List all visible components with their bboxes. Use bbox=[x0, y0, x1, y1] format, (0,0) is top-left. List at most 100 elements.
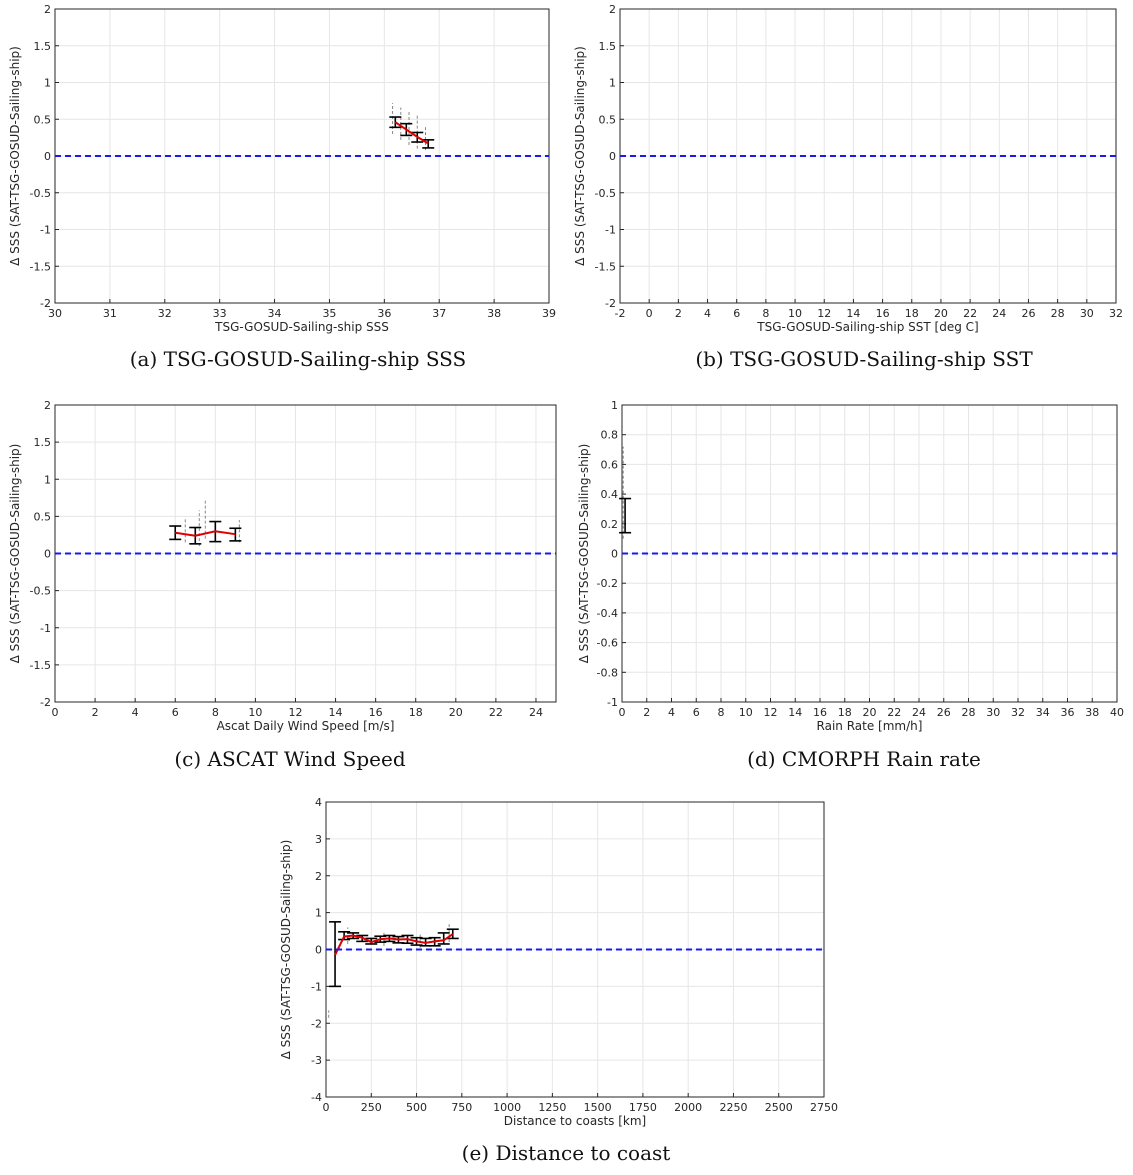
x-tick-label: 2500 bbox=[765, 1101, 793, 1114]
x-tick-label: 18 bbox=[838, 706, 852, 719]
x-tick-label: 20 bbox=[863, 706, 877, 719]
x-tick-label: 39 bbox=[542, 307, 556, 320]
x-tick-label: 2000 bbox=[674, 1101, 702, 1114]
y-tick-label: 0.8 bbox=[601, 429, 619, 442]
x-tick-label: 1500 bbox=[584, 1101, 612, 1114]
x-tick-label: 4 bbox=[704, 307, 711, 320]
x-tick-label: 28 bbox=[1051, 307, 1065, 320]
y-axis-label: Δ SSS (SAT-TSG-GOSUD-Sailing-ship) bbox=[8, 444, 22, 664]
y-tick-label: -2 bbox=[605, 297, 616, 310]
y-tick-label: 1 bbox=[44, 473, 51, 486]
y-tick-label: 1 bbox=[611, 399, 618, 412]
panel-caption: (c) ASCAT Wind Speed bbox=[174, 747, 405, 771]
y-tick-label: -1 bbox=[311, 980, 322, 993]
mean-line bbox=[334, 933, 454, 956]
x-tick-label: 12 bbox=[288, 706, 302, 719]
x-tick-label: 12 bbox=[817, 307, 831, 320]
y-tick-label: -0.5 bbox=[595, 187, 616, 200]
x-tick-label: 26 bbox=[1021, 307, 1035, 320]
y-tick-label: -2 bbox=[311, 1017, 322, 1030]
chart-panel-a: 30 31 32 33 34 35 36 37 38 39 -2 -1.5 -1 -0.5 0 0.5 1 1.5… bbox=[8, 3, 556, 371]
x-tick-label: 10 bbox=[739, 706, 753, 719]
chart-panel-d: 0 2 4 6 8 10 12 14 16 18 20 22 24 26 28 30 32 34 36 38 40-1-… bbox=[577, 399, 1124, 771]
y-tick-label: 1 bbox=[44, 77, 51, 90]
x-axis-label: Ascat Daily Wind Speed [m/s] bbox=[217, 719, 395, 733]
x-tick-label: 30 bbox=[48, 307, 62, 320]
y-tick-label: -2 bbox=[40, 297, 51, 310]
x-tick-label: 36 bbox=[377, 307, 391, 320]
y-tick-label: -1 bbox=[40, 224, 51, 237]
x-tick-label: 18 bbox=[905, 307, 919, 320]
y-tick-label: -1.5 bbox=[30, 260, 51, 273]
x-tick-label: 22 bbox=[887, 706, 901, 719]
x-tick-label: 14 bbox=[788, 706, 802, 719]
x-tick-label: 32 bbox=[1011, 706, 1025, 719]
y-tick-label: 2 bbox=[44, 399, 51, 412]
x-tick-label: 34 bbox=[268, 307, 282, 320]
x-tick-label: 12 bbox=[764, 706, 778, 719]
x-tick-label: 500 bbox=[406, 1101, 427, 1114]
y-tick-label: -1 bbox=[40, 622, 51, 635]
mean-line bbox=[175, 530, 236, 537]
y-tick-label: 0.5 bbox=[34, 113, 52, 126]
x-axis-label: Distance to coasts [km] bbox=[504, 1114, 646, 1128]
x-tick-label: 32 bbox=[158, 307, 172, 320]
y-axis-label: Δ SSS (SAT-TSG-GOSUD-Sailing-ship) bbox=[577, 444, 591, 664]
x-tick-label: 8 bbox=[212, 706, 219, 719]
y-tick-label: 0.4 bbox=[601, 488, 619, 501]
x-tick-label: 16 bbox=[876, 307, 890, 320]
y-tick-label: 3 bbox=[315, 833, 322, 846]
x-tick-label: 38 bbox=[487, 307, 501, 320]
x-tick-label: 6 bbox=[733, 307, 740, 320]
x-tick-label: 30 bbox=[1080, 307, 1094, 320]
x-tick-label: 34 bbox=[1036, 706, 1050, 719]
x-tick-label: 1000 bbox=[493, 1101, 521, 1114]
x-tick-label: 24 bbox=[992, 307, 1006, 320]
y-tick-label: 0 bbox=[44, 548, 51, 561]
x-tick-label: 0 bbox=[619, 706, 626, 719]
x-tick-label: 20 bbox=[449, 706, 463, 719]
x-tick-label: 2 bbox=[675, 307, 682, 320]
x-tick-label: 8 bbox=[762, 307, 769, 320]
y-tick-label: 2 bbox=[609, 3, 616, 16]
x-tick-label: 1750 bbox=[629, 1101, 657, 1114]
x-tick-label: 250 bbox=[361, 1101, 382, 1114]
y-tick-label: 2 bbox=[315, 870, 322, 883]
x-tick-label: 0 bbox=[52, 706, 59, 719]
y-tick-label: -4 bbox=[311, 1091, 322, 1104]
y-axis-label: Δ SSS (SAT-TSG-GOSUD-Sailing-ship) bbox=[279, 840, 293, 1060]
mean-line bbox=[394, 121, 429, 145]
y-tick-label: -0.6 bbox=[597, 637, 618, 650]
x-tick-label: 6 bbox=[172, 706, 179, 719]
x-tick-label: 6 bbox=[693, 706, 700, 719]
y-tick-label: -0.4 bbox=[597, 607, 618, 620]
y-tick-label: 2 bbox=[44, 3, 51, 16]
y-tick-label: 0 bbox=[44, 150, 51, 163]
y-tick-label: -1.5 bbox=[595, 260, 616, 273]
y-tick-label: 0.6 bbox=[601, 458, 619, 471]
x-tick-label: 32 bbox=[1109, 307, 1123, 320]
y-tick-label: -1 bbox=[605, 224, 616, 237]
y-tick-label: 0 bbox=[315, 944, 322, 957]
x-axis-label: TSG-GOSUD-Sailing-ship SST [deg C] bbox=[756, 320, 978, 334]
x-tick-label: 26 bbox=[937, 706, 951, 719]
y-tick-label: 1 bbox=[315, 907, 322, 920]
y-tick-label: 0 bbox=[609, 150, 616, 163]
x-tick-label: 31 bbox=[103, 307, 117, 320]
x-tick-label: 24 bbox=[912, 706, 926, 719]
x-tick-label: 14 bbox=[846, 307, 860, 320]
x-tick-label: 24 bbox=[529, 706, 543, 719]
panel-caption: (b) TSG-GOSUD-Sailing-ship SST bbox=[695, 347, 1033, 371]
panel-caption: (d) CMORPH Rain rate bbox=[747, 747, 981, 771]
x-tick-label: 18 bbox=[409, 706, 423, 719]
x-tick-label: 20 bbox=[934, 307, 948, 320]
y-axis-label: Δ SSS (SAT-TSG-GOSUD-Sailing-ship) bbox=[573, 46, 587, 266]
y-tick-label: -0.2 bbox=[597, 577, 618, 590]
y-tick-label: 1.5 bbox=[34, 436, 52, 449]
x-tick-label: 10 bbox=[788, 307, 802, 320]
x-tick-label: 2 bbox=[643, 706, 650, 719]
y-tick-label: -0.5 bbox=[30, 585, 51, 598]
y-tick-label: 4 bbox=[315, 796, 322, 809]
x-tick-label: 0 bbox=[323, 1101, 330, 1114]
